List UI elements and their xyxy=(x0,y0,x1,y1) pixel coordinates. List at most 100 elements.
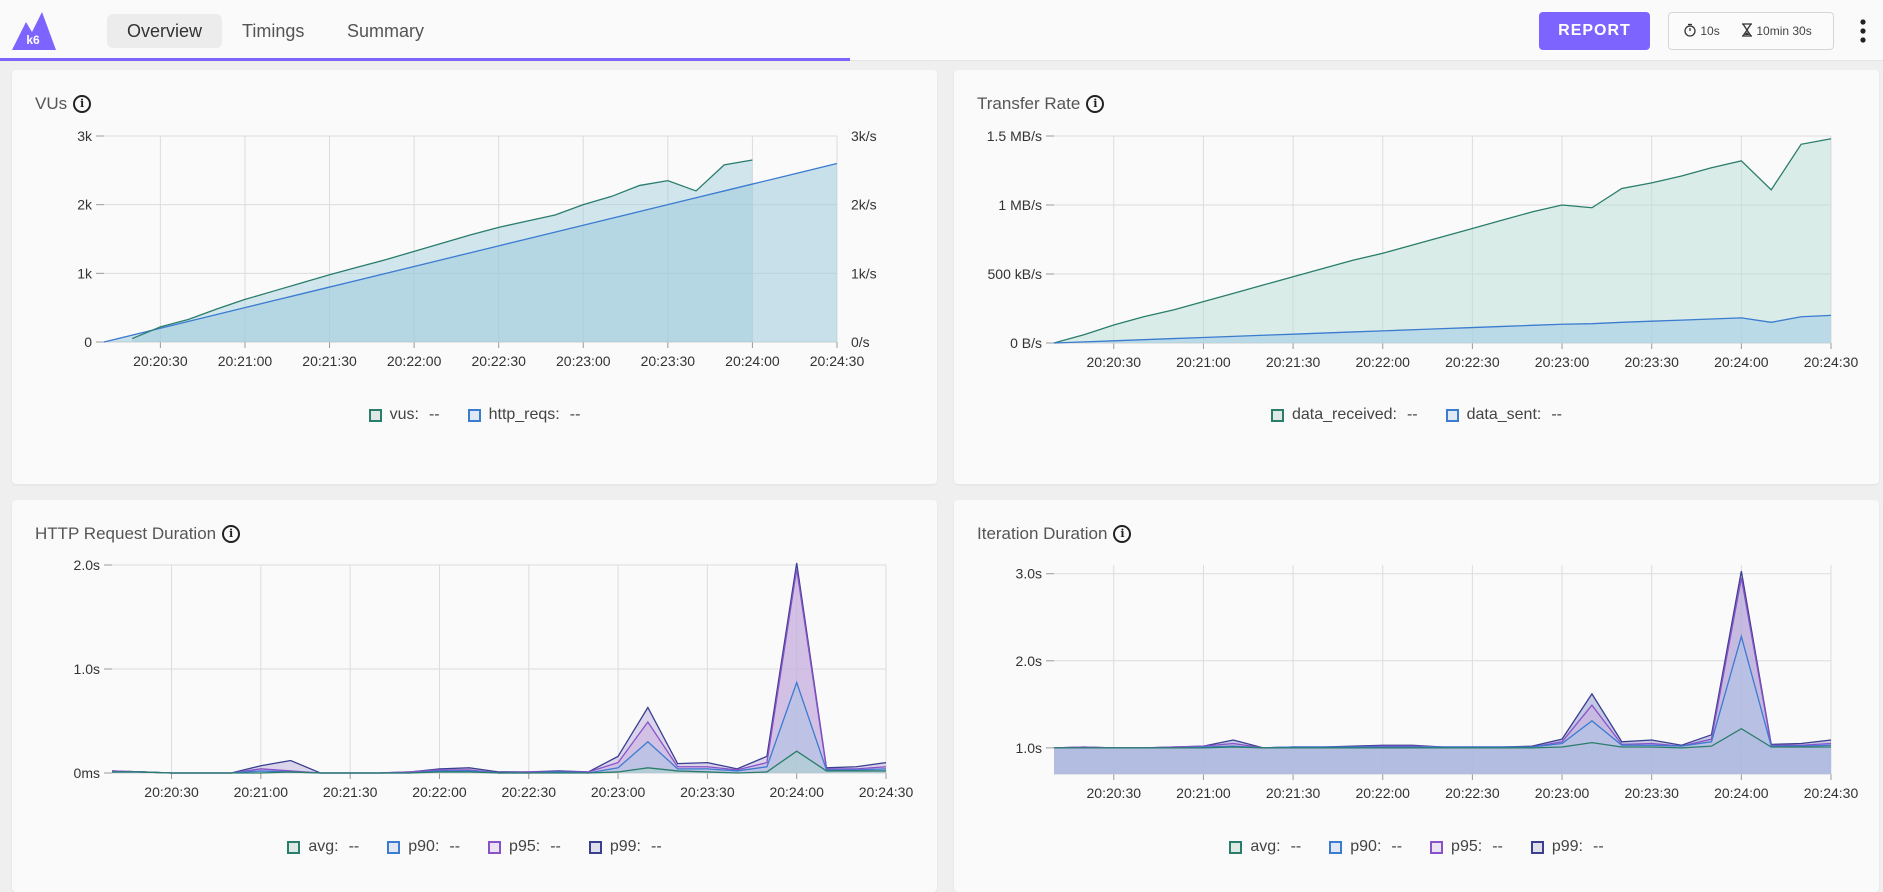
y-tick-label: 2k xyxy=(77,197,93,213)
legend-item[interactable]: p95: -- xyxy=(488,838,561,856)
tab-overview[interactable]: Overview xyxy=(107,14,223,48)
x-tick-label: 20:22:30 xyxy=(1445,785,1500,801)
transfer-rate-legend: data_received: -- data_sent: -- xyxy=(954,406,1879,424)
legend-label: avg: xyxy=(308,838,339,855)
legend-item[interactable]: avg: -- xyxy=(287,838,359,856)
timer-box[interactable]: 10s 10min 30s xyxy=(1668,12,1834,50)
x-tick-label: 20:20:30 xyxy=(1087,354,1142,370)
series-area-http_reqs xyxy=(132,160,753,342)
refresh-interval-label: 10s xyxy=(1700,24,1720,38)
vus-chart[interactable]: 3k 3k/s 2k 2k/s 1k 1k/s 0 0/s 20:20:30 20:21:00 20… xyxy=(12,70,937,484)
refresh-interval[interactable]: 10s xyxy=(1683,13,1720,49)
y-tick-label: 1.5 MB/s xyxy=(987,128,1042,144)
legend-item[interactable]: p99: -- xyxy=(1530,838,1604,856)
y-tick-label: 0 B/s xyxy=(1010,335,1042,351)
k6-logo[interactable]: k6 xyxy=(12,10,56,50)
x-tick-label: 20:24:30 xyxy=(1804,354,1859,370)
x-tick-label: 20:21:30 xyxy=(323,784,378,800)
x-tick-label: 20:24:30 xyxy=(859,784,914,800)
y-tick-label: 2.0s xyxy=(74,557,100,573)
tab-summary[interactable]: Summary xyxy=(347,21,425,41)
legend-item[interactable]: http_reqs: -- xyxy=(467,406,580,424)
x-tick-label: 20:22:00 xyxy=(1355,354,1410,370)
series-line-avg xyxy=(112,750,886,774)
legend-label: p95: xyxy=(1451,838,1483,855)
iteration-duration-chart[interactable]: 3.0s 2.0s 1.0s 20:20:30 20:21:00 20:21:30 20:2… xyxy=(954,500,1879,892)
y-tick-label: 3k xyxy=(77,128,93,144)
x-tick-label: 20:21:30 xyxy=(1266,785,1321,801)
legend-label: p90: xyxy=(408,838,440,855)
y-tick-label: 1.0s xyxy=(1016,740,1042,756)
x-tick-label: 20:22:00 xyxy=(387,353,442,369)
test-progress-bar xyxy=(0,58,850,61)
legend-item[interactable]: p90: -- xyxy=(387,838,460,856)
test-duration: 10min 30s xyxy=(1741,13,1812,49)
legend-swatch xyxy=(368,408,382,422)
legend-swatch xyxy=(488,840,502,854)
y-tick-label: 0 xyxy=(84,334,92,350)
legend-value: -- xyxy=(1492,838,1503,855)
legend-value: -- xyxy=(1406,406,1418,423)
legend-value: -- xyxy=(1551,406,1562,423)
series-area-avg xyxy=(1054,728,1831,774)
info-icon[interactable]: i xyxy=(1086,95,1105,113)
y-tick-label: 500 kB/s xyxy=(988,266,1042,282)
y-tick-label: 1k xyxy=(77,265,93,281)
http-duration-legend: avg: -- p90: -- p95: -- p99: -- xyxy=(12,838,937,856)
x-tick-label: 20:23:30 xyxy=(641,353,696,369)
report-button[interactable]: REPORT xyxy=(1539,12,1650,50)
info-icon[interactable]: i xyxy=(1113,525,1132,543)
x-tick-label: 20:21:00 xyxy=(234,784,289,800)
transfer-rate-panel: Transfer Rate i 1.5 MB/s 1 MB/s 500 kB/s 0 … xyxy=(954,70,1879,484)
panel-title-text: Iteration Duration xyxy=(977,524,1108,543)
series-area-data_received xyxy=(1054,138,1831,343)
y-tick-label: 0ms xyxy=(74,765,100,781)
legend-item[interactable]: data_received: -- xyxy=(1270,406,1418,424)
panel-title-text: VUs xyxy=(35,94,68,113)
legend-item[interactable]: data_sent: -- xyxy=(1445,406,1562,424)
legend-swatch xyxy=(1430,840,1444,854)
x-tick-label: 20:22:00 xyxy=(412,784,467,800)
x-tick-label: 20:23:30 xyxy=(1624,354,1679,370)
transfer-rate-chart[interactable]: 1.5 MB/s 1 MB/s 500 kB/s 0 B/s 20:20:30 20:21… xyxy=(954,70,1879,484)
info-icon[interactable]: i xyxy=(222,525,241,543)
y-right-tick-label: 2k/s xyxy=(851,197,877,213)
x-tick-label: 20:24:00 xyxy=(1714,785,1769,801)
vus-legend: vus: -- http_reqs: -- xyxy=(12,406,937,424)
http-duration-chart[interactable]: 2.0s 1.0s 0ms 20:20:30 20:21:00 20:21:30 20:22… xyxy=(12,500,937,892)
x-tick-label: 20:24:30 xyxy=(1804,785,1859,801)
legend-item[interactable]: p99: -- xyxy=(588,838,662,856)
legend-item[interactable]: vus: -- xyxy=(368,406,440,424)
more-menu-icon[interactable] xyxy=(1858,14,1868,48)
y-right-tick-label: 3k/s xyxy=(851,128,877,144)
legend-value: -- xyxy=(650,838,662,855)
legend-item[interactable]: p95: -- xyxy=(1430,838,1503,856)
y-tick-label: 1.0s xyxy=(74,661,100,677)
legend-swatch xyxy=(1329,840,1343,854)
legend-swatch xyxy=(1229,840,1243,854)
x-tick-label: 20:21:00 xyxy=(1176,354,1231,370)
legend-swatch xyxy=(588,840,602,854)
legend-label: p90: xyxy=(1350,838,1382,855)
series-line-data_sent xyxy=(1053,314,1832,344)
y-right-tick-label: 1k/s xyxy=(851,265,877,281)
legend-value: -- xyxy=(1592,838,1604,855)
legend-item[interactable]: p90: -- xyxy=(1329,838,1402,856)
legend-value: -- xyxy=(428,406,440,423)
hourglass-icon xyxy=(1742,23,1752,37)
vus-title: VUs i xyxy=(35,94,92,114)
info-icon[interactable]: i xyxy=(73,95,92,113)
logo-text: k6 xyxy=(26,33,40,47)
legend-swatch xyxy=(467,408,481,422)
legend-label: data_received: xyxy=(1291,406,1397,423)
legend-label: p99: xyxy=(1551,838,1583,855)
tab-timings[interactable]: Timings xyxy=(242,21,305,41)
vus-panel: VUs i 3k 3k/s 2k 2k/s 1k 1k/s 0 0/s 20:20:30 20:2… xyxy=(12,70,937,484)
top-bar: k6 Overview Timings Summary REPORT 10s 1… xyxy=(0,0,1883,61)
legend-item[interactable]: avg: -- xyxy=(1229,838,1301,856)
legend-value: -- xyxy=(449,838,461,855)
x-tick-label: 20:21:30 xyxy=(1266,354,1321,370)
x-tick-label: 20:23:00 xyxy=(591,784,646,800)
iteration-duration-legend: avg: -- p90: -- p95: -- p99: -- xyxy=(954,838,1879,856)
x-tick-label: 20:22:30 xyxy=(1445,354,1500,370)
